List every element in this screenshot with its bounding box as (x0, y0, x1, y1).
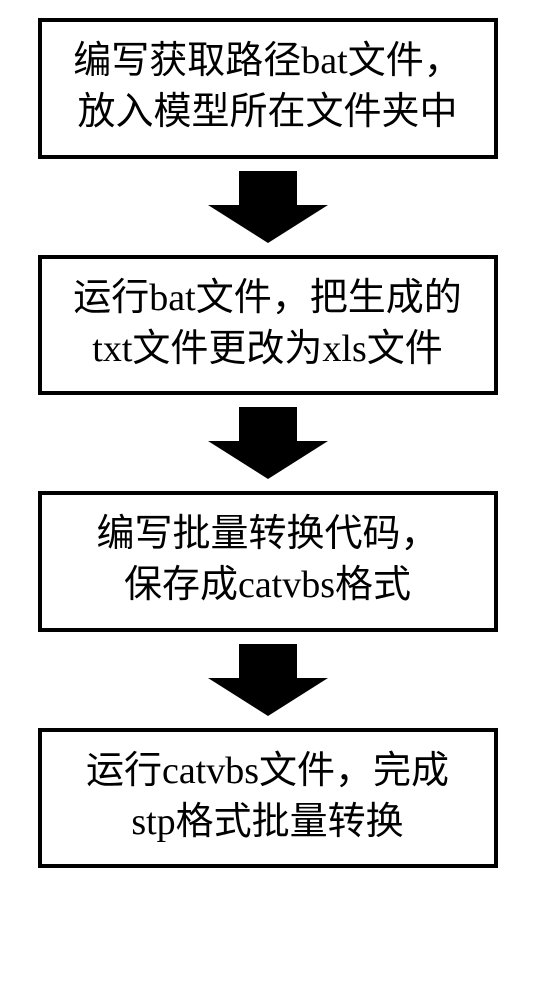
flow-node-1: 编写获取路径bat文件， 放入模型所在文件夹中 (38, 18, 498, 159)
flow-node-3-line2: 保存成catvbs格式 (124, 564, 411, 606)
down-arrow-icon (208, 407, 328, 479)
flow-arrow-1 (208, 171, 328, 243)
flow-node-3-line1: 编写批量转换代码， (96, 513, 438, 555)
flow-node-2-line1: 运行bat文件，把生成的 (73, 277, 461, 319)
down-arrow-icon (208, 644, 328, 716)
flow-node-3: 编写批量转换代码， 保存成catvbs格式 (38, 491, 498, 632)
flow-node-1-line2: 放入模型所在文件夹中 (77, 91, 457, 133)
flow-arrow-2 (208, 407, 328, 479)
flow-arrow-3 (208, 644, 328, 716)
down-arrow-icon (208, 171, 328, 243)
flow-node-4-line2: stp格式批量转换 (131, 801, 403, 843)
flow-node-2-line2: txt文件更改为xls文件 (92, 328, 442, 370)
flow-node-4: 运行catvbs文件，完成 stp格式批量转换 (38, 728, 498, 869)
flow-node-2: 运行bat文件，把生成的 txt文件更改为xls文件 (38, 255, 498, 396)
flowchart: 编写获取路径bat文件， 放入模型所在文件夹中 运行bat文件，把生成的 txt… (0, 0, 535, 868)
flow-node-4-line1: 运行catvbs文件，完成 (86, 750, 449, 792)
flow-node-1-line1: 编写获取路径bat文件， (73, 40, 461, 82)
